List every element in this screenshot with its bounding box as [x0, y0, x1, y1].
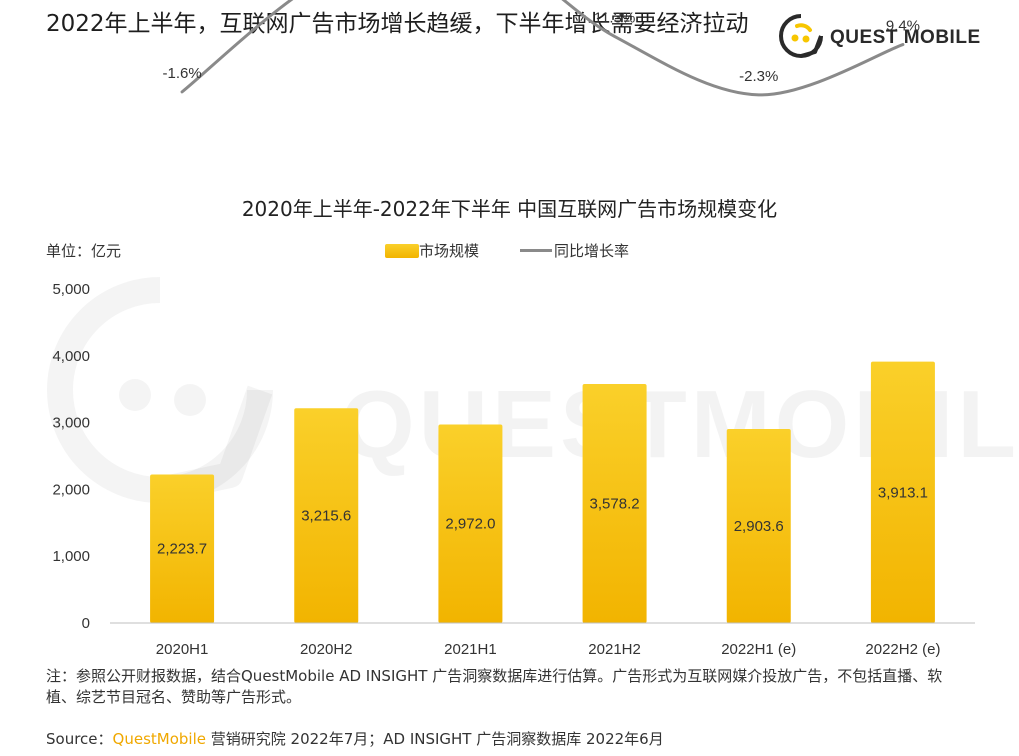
- x-tick-label: 2020H1: [156, 641, 209, 658]
- legend-item-growth-rate: 同比增长率: [520, 240, 629, 261]
- y-tick-label: 1,000: [52, 548, 90, 565]
- growth-rate-label: -1.6%: [162, 65, 201, 82]
- growth-rate-label: -2.3%: [739, 68, 778, 85]
- y-tick-label: 2,000: [52, 481, 90, 498]
- bar: [150, 474, 215, 623]
- growth-rate-label: 9.4%: [886, 18, 920, 35]
- bar-value-label: 3,578.2: [590, 495, 640, 512]
- x-tick-label: 2022H1 (e): [721, 641, 796, 658]
- bar: [582, 383, 647, 623]
- y-tick-label: 5,000: [52, 281, 90, 298]
- bar-value-label: 3,215.6: [301, 508, 351, 525]
- bar: [726, 429, 791, 623]
- footnote: 注：参照公开财报数据，结合QuestMobile AD INSIGHT 广告洞察…: [46, 667, 943, 706]
- logo-icon: [779, 14, 823, 58]
- bar-value-label: 3,913.1: [878, 484, 928, 501]
- logo-text: QUEST MOBILE: [830, 27, 981, 48]
- x-tick-label: 2021H2: [588, 641, 641, 658]
- legend-line-swatch-icon: [520, 249, 552, 252]
- unit-label: 单位：亿元: [46, 242, 122, 260]
- growth-rate-line: [180, 0, 905, 97]
- growth-rate-label: 11.3%: [594, 9, 635, 26]
- bar-value-label: 2,903.6: [734, 518, 784, 535]
- legend-item-market-size: 市场规模: [385, 240, 479, 261]
- bar: [294, 408, 359, 623]
- legend-label-market-size: 市场规模: [419, 242, 480, 260]
- y-tick-label: 4,000: [52, 348, 90, 365]
- x-tick-label: 2020H2: [300, 641, 353, 658]
- y-tick-label: 3,000: [52, 415, 90, 432]
- bar: [870, 361, 935, 623]
- x-tick-label: 2022H2 (e): [865, 641, 940, 658]
- source-prefix: Source：: [46, 730, 113, 748]
- y-tick-label: 0: [82, 615, 90, 632]
- bar-value-label: 2,223.7: [157, 541, 207, 558]
- x-tick-label: 2021H1: [444, 641, 497, 658]
- legend-bar-swatch-icon: [385, 244, 419, 258]
- chart-title: 2020年上半年-2022年下半年 中国互联网广告市场规模变化: [241, 197, 778, 221]
- page-title: 2022年上半年，互联网广告市场增长趋缓，下半年增长需要经济拉动: [46, 11, 749, 37]
- source-rest: 营销研究院 2022年7月；AD INSIGHT 广告洞察数据库 2022年6月: [205, 730, 664, 748]
- source-brand: QuestMobile: [112, 730, 206, 748]
- source-line: Source：QuestMobile 营销研究院 2022年7月；AD INSI…: [46, 728, 664, 749]
- legend-label-growth-rate: 同比增长率: [554, 242, 630, 260]
- bar: [438, 424, 503, 623]
- quest-mobile-logo: QUEST MOBILE: [775, 12, 985, 62]
- bar-value-label: 2,972.0: [445, 516, 495, 533]
